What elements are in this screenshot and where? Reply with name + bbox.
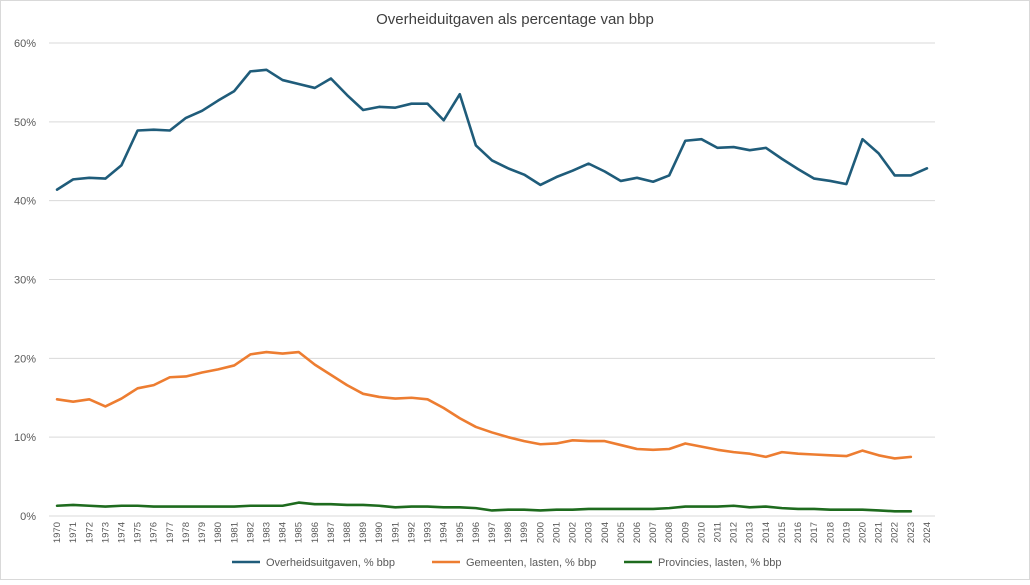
y-tick-label: 30% [14,275,36,287]
x-tick-label: 2024 [922,522,933,543]
x-tick-label: 2016 [793,522,804,543]
series-line-1 [55,68,929,191]
legend: Overheidsuitgaven, % bbp Gemeenten, laste… [232,557,782,569]
x-tick-label: 1994 [439,522,450,543]
x-tick-label: 2022 [890,522,901,543]
x-tick-label: 1986 [310,522,321,543]
x-tick-label: 1970 [52,522,63,543]
x-tick-label: 1982 [245,522,256,543]
x-tick-label: 1993 [423,522,434,543]
x-tick-label: 1981 [229,522,240,543]
y-tick-label: 50% [14,117,36,129]
x-tick-label: 2010 [696,522,707,543]
x-tick-label: 1990 [374,522,385,543]
x-tick-label: 2006 [632,522,643,543]
y-tick-label: 40% [14,196,36,208]
x-tick-label: 2008 [664,522,675,543]
x-tick-label: 2018 [825,522,836,543]
x-tick-label: 1989 [358,522,369,543]
x-tick-label: 2002 [568,522,579,543]
x-tick-label: 2019 [841,522,852,543]
x-tick-label: 1999 [519,522,530,543]
legend-label-2: Gemeenten, lasten, % bbp [466,557,596,569]
x-tick-label: 1971 [68,522,79,543]
legend-label-1: Overheidsuitgaven, % bbp [266,557,395,569]
x-tick-label: 1997 [487,522,498,543]
x-tick-label: 1974 [116,522,127,543]
x-tick-label: 2013 [745,522,756,543]
x-tick-label: 1977 [165,522,176,543]
x-tick-label: 2007 [648,522,659,543]
x-tick-label: 1983 [261,522,272,543]
x-tick-label: 2004 [600,522,611,543]
x-tick-label: 1988 [342,522,353,543]
x-tick-label: 1998 [503,522,514,543]
x-tick-label: 1980 [213,522,224,543]
legend-label-3: Provincies, lasten, % bbp [658,557,782,569]
x-tick-label: 1995 [455,522,466,543]
x-tick-label: 2014 [761,522,772,543]
x-tick-label: 2020 [858,522,869,543]
y-tick-label: 0% [20,511,36,523]
x-tick-label: 1972 [84,522,95,543]
x-tick-label: 2009 [680,522,691,543]
x-tick-label: 2017 [809,522,820,543]
x-tick-label: 1987 [326,522,337,543]
x-tick-label: 1991 [390,522,401,543]
series-line-2 [55,350,913,460]
x-tick-label: 1996 [471,522,482,543]
y-tick-label: 10% [14,432,36,444]
y-tick-label: 20% [14,353,36,365]
x-tick-label: 2011 [713,522,724,542]
x-tick-label: 1985 [294,522,305,543]
x-tick-label: 1976 [149,522,160,543]
series-line-3 [55,501,913,513]
x-tick-label: 2000 [535,522,546,543]
x-tick-label: 2005 [616,522,627,543]
y-tick-label: 60% [14,38,36,50]
x-tick-label: 1979 [197,522,208,543]
x-tick-label: 2001 [551,522,562,543]
x-tick-label: 1978 [181,522,192,543]
x-tick-label: 1984 [278,522,289,543]
x-tick-label: 2003 [584,522,595,543]
chart-title: Overheiduitgaven als percentage van bbp [376,11,654,28]
x-axis-ticks: 1970 1971 1972 1973 1974 1975 1976 1977 1978 1979… [52,522,933,543]
gridlines [49,42,935,517]
x-tick-label: 1975 [133,522,144,543]
x-tick-label: 2023 [906,522,917,543]
x-tick-label: 1973 [100,522,111,543]
x-tick-label: 1992 [406,522,417,543]
series-lines [55,68,929,513]
x-tick-label: 2012 [729,522,740,543]
x-tick-label: 2021 [874,522,885,543]
y-axis-ticks: 0% 10% 20% 30% 40% 50% 60% [14,38,36,523]
x-tick-label: 2015 [777,522,788,543]
